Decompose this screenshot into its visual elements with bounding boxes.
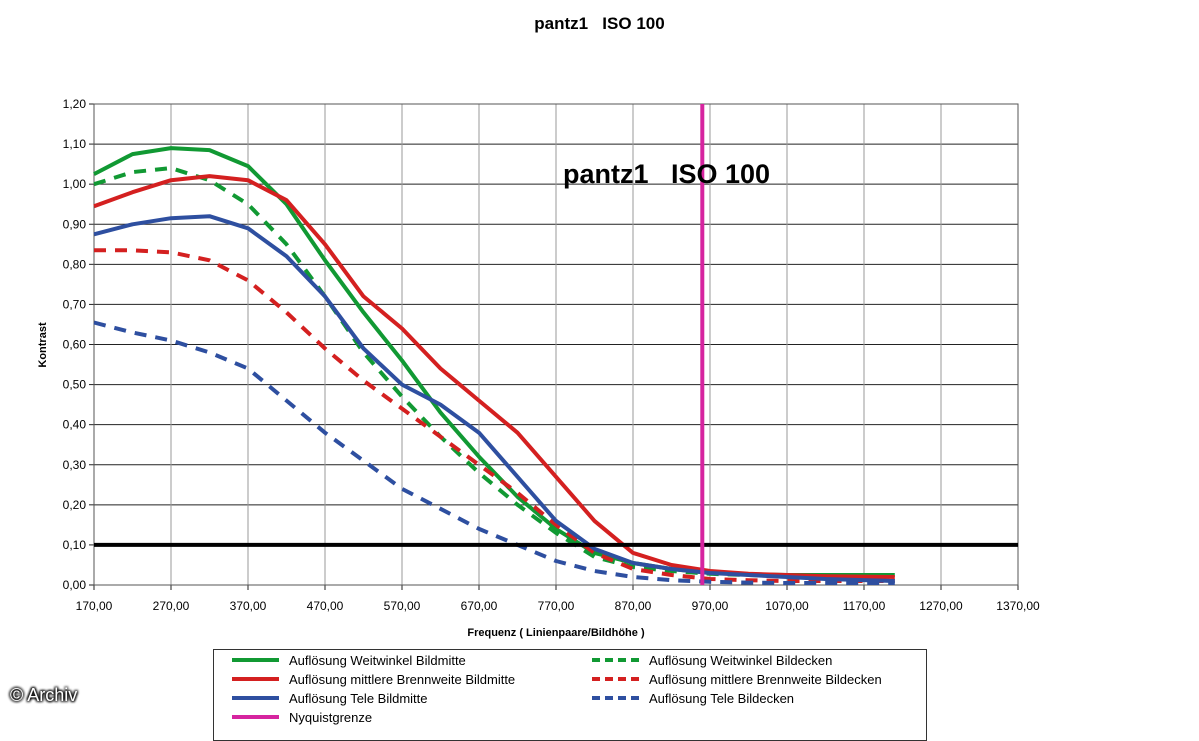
y-tick-label: 0,10 (63, 538, 87, 552)
series-line-auflösung-mittlere-brennweite-bildecken (94, 248, 895, 583)
legend-swatch (232, 677, 279, 681)
x-tick-label: 670,00 (461, 599, 498, 613)
watermark-text: © Archiv (10, 685, 78, 705)
legend-label: Auflösung Weitwinkel Bildmitte (289, 652, 466, 668)
x-tick-label: 1170,00 (843, 599, 886, 613)
legend-label: Auflösung Weitwinkel Bildecken (649, 652, 833, 668)
y-tick-label: 0,00 (63, 578, 87, 592)
y-tick-label: 0,50 (63, 378, 87, 392)
series-line-auflösung-weitwinkel-bildecken (93, 166, 895, 579)
x-tick-label: 170,00 (76, 599, 113, 613)
legend-swatch (592, 696, 639, 700)
series-line-auflösung-tele-bildecken (93, 320, 895, 585)
legend-item: Nyquistgrenze (232, 707, 372, 727)
y-tick-label: 0,40 (63, 418, 87, 432)
x-tick-label: 1070,00 (765, 599, 809, 613)
legend-swatch (232, 658, 279, 662)
legend-label: Auflösung Tele Bildmitte (289, 690, 428, 706)
series-layer (93, 146, 895, 585)
inner-chart-title: pantz1 ISO 100 (563, 159, 770, 189)
plot-area-frame (93, 103, 1019, 586)
legend-item: Auflösung Weitwinkel Bildecken (592, 650, 832, 670)
series-line-auflösung-mittlere-brennweite-bildmitte (93, 174, 895, 579)
legend-item: Auflösung mittlere Brennweite Bildecken (592, 669, 882, 689)
legend-item: Auflösung Tele Bildmitte (232, 688, 428, 708)
chart-legend: Auflösung Weitwinkel Bildmitte Auflösung … (213, 649, 927, 741)
x-tick-label: 770,00 (538, 599, 575, 613)
legend-item: Auflösung Tele Bildecken (592, 688, 794, 708)
x-tick-label: 970,00 (692, 599, 729, 613)
y-tick-label: 0,80 (63, 257, 87, 271)
y-tick-label: 0,90 (63, 217, 87, 231)
line-chart: 0,00 0,10 0,20 0,30 0,40 0,50 0,60 0,70 0,80 0,90… (37, 97, 1040, 639)
reference-lines-layer (94, 104, 1018, 585)
legend-label: Nyquistgrenze (289, 709, 373, 725)
y-tick-label: 1,20 (63, 97, 87, 111)
x-tick-label: 370,00 (230, 599, 267, 613)
legend-label: Auflösung Tele Bildecken (649, 690, 795, 706)
x-tick-label: 870,00 (615, 599, 652, 613)
legend-item: Auflösung Weitwinkel Bildmitte (232, 650, 466, 670)
x-tick-label: 470,00 (307, 599, 344, 613)
series-line-auflösung-tele-bildmitte (93, 214, 895, 583)
legend-swatch (232, 696, 279, 700)
legend-label: Auflösung mittlere Brennweite Bildmitte (289, 671, 516, 687)
legend-label: Auflösung mittlere Brennweite Bildecken (649, 671, 882, 687)
y-tick-label: 0,70 (63, 297, 87, 311)
tick-labels-layer: 0,00 0,10 0,20 0,30 0,40 0,50 0,60 0,70 0,80 0,90… (63, 97, 1040, 613)
x-tick-label: 1370,00 (996, 599, 1040, 613)
legend-item: Auflösung mittlere Brennweite Bildmitte (232, 669, 515, 689)
series-line-auflösung-weitwinkel-bildmitte (93, 146, 895, 577)
y-tick-label: 0,30 (63, 458, 87, 472)
chart-title: pantz1 ISO 100 (534, 14, 665, 33)
x-tick-label: 270,00 (153, 599, 190, 613)
y-tick-label: 1,10 (63, 137, 87, 151)
grid-layer (89, 103, 1019, 590)
x-axis-label: Frequenz ( Linienpaare/Bildhöhe ) (467, 627, 645, 639)
legend-swatch (592, 677, 639, 681)
y-tick-label: 0,20 (63, 498, 87, 512)
y-tick-label: 1,00 (63, 177, 87, 191)
legend-swatch (592, 658, 639, 662)
x-tick-label: 1270,00 (919, 599, 963, 613)
y-tick-label: 0,60 (63, 338, 87, 352)
x-tick-label: 570,00 (384, 599, 421, 613)
legend-swatch (232, 715, 279, 719)
y-axis-label: Kontrast (37, 322, 49, 368)
